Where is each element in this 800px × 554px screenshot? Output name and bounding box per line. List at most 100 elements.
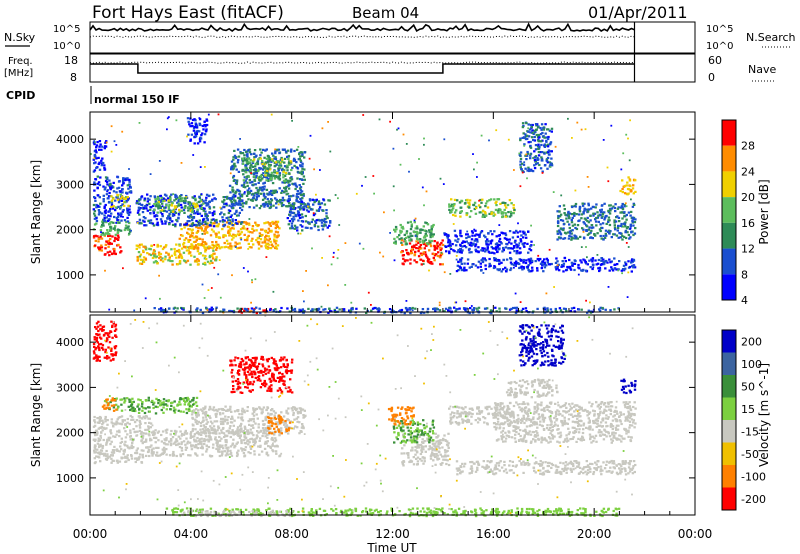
power-cell — [527, 168, 530, 171]
power-cell — [93, 169, 97, 172]
power-cell — [516, 262, 520, 265]
power-cell — [605, 222, 608, 225]
velocity-cell — [237, 434, 240, 437]
velocity-cell — [120, 398, 124, 401]
power-cell — [110, 125, 113, 128]
power-cell — [186, 231, 189, 234]
power-cell — [198, 130, 201, 133]
power-cell — [244, 166, 247, 169]
power-cell — [205, 193, 209, 196]
power-cell — [408, 308, 412, 311]
power-cell — [521, 268, 524, 271]
power-cell — [274, 230, 278, 233]
power-cell — [173, 210, 176, 214]
power-cell — [93, 189, 96, 192]
power-cell — [153, 215, 156, 218]
velocity-cell — [201, 446, 204, 449]
velocity-cell — [104, 415, 107, 419]
velocity-cell — [165, 437, 168, 440]
power-cell — [621, 238, 624, 241]
power-cell — [270, 160, 273, 163]
power-cell — [228, 222, 232, 225]
power-cell — [460, 262, 463, 265]
velocity-cell — [108, 455, 111, 458]
power-cell — [262, 164, 265, 167]
power-cell — [250, 246, 253, 249]
velocity-cell — [248, 441, 251, 444]
velocity-cell — [166, 443, 169, 446]
power-cell — [513, 241, 517, 244]
power-cell — [102, 194, 105, 197]
velocity-cell — [162, 401, 165, 404]
power-cell — [500, 231, 503, 234]
velocity-cell — [179, 397, 182, 400]
power-cell — [191, 125, 194, 128]
power-cell — [240, 184, 244, 187]
velocity-cell — [100, 449, 104, 452]
power-cell — [338, 308, 341, 311]
power-cell — [100, 159, 103, 162]
power-cell — [250, 153, 253, 156]
power-cell — [273, 233, 276, 236]
power-cell — [247, 242, 250, 245]
power-cell — [227, 211, 231, 215]
power-cell — [583, 207, 586, 210]
power-cell — [116, 187, 119, 190]
velocity-cell — [116, 430, 119, 433]
power-cell — [108, 233, 111, 236]
date-label: 01/Apr/2011 — [588, 3, 688, 22]
power-cell — [616, 229, 619, 232]
velocity-cell — [171, 436, 175, 439]
power-cell — [115, 206, 118, 209]
power-cell — [254, 168, 258, 171]
power-cell — [355, 192, 358, 195]
power-cell — [477, 250, 480, 253]
velocity-cell — [134, 460, 137, 464]
power-cell — [627, 137, 629, 140]
velocity-cell — [209, 455, 213, 458]
power-cell — [157, 202, 160, 206]
power-cell — [481, 198, 484, 201]
velocity-cell — [169, 438, 173, 441]
power-cell — [161, 202, 164, 205]
power-cell — [539, 257, 542, 261]
power-cell — [613, 206, 617, 210]
power-cell — [158, 204, 161, 207]
velocity-cell — [113, 445, 116, 448]
power-cell — [105, 141, 108, 144]
power-cell — [229, 229, 232, 232]
power-cell — [202, 224, 205, 227]
velocity-cell — [187, 454, 190, 457]
velocity-cell — [123, 401, 126, 404]
velocity-cell — [190, 448, 194, 451]
power-cell — [501, 215, 504, 218]
velocity-cell — [101, 429, 104, 432]
power-cell — [516, 235, 520, 238]
power-cell — [633, 266, 637, 269]
power-cell — [289, 160, 292, 163]
power-cell — [524, 307, 528, 310]
power-cell — [322, 209, 325, 212]
power-cell — [438, 309, 442, 312]
power-cell — [241, 169, 245, 172]
velocity-cell — [129, 438, 132, 441]
power-cell — [221, 216, 224, 219]
power-cell — [96, 194, 99, 197]
power-cell — [165, 251, 168, 254]
power-cell — [475, 238, 479, 241]
power-cell — [253, 194, 256, 197]
power-cell — [624, 202, 627, 205]
power-cell — [194, 259, 197, 262]
power-cell — [194, 199, 197, 202]
power-cell — [275, 202, 278, 205]
power-cell — [116, 215, 120, 218]
power-cell — [235, 211, 238, 214]
power-cell — [231, 220, 234, 223]
power-cell — [480, 269, 483, 272]
power-cell — [116, 234, 120, 237]
power-cell — [241, 157, 244, 160]
power-cell — [162, 209, 165, 212]
power-cell — [248, 223, 251, 226]
power-cell — [123, 178, 127, 181]
power-cell — [319, 169, 321, 171]
